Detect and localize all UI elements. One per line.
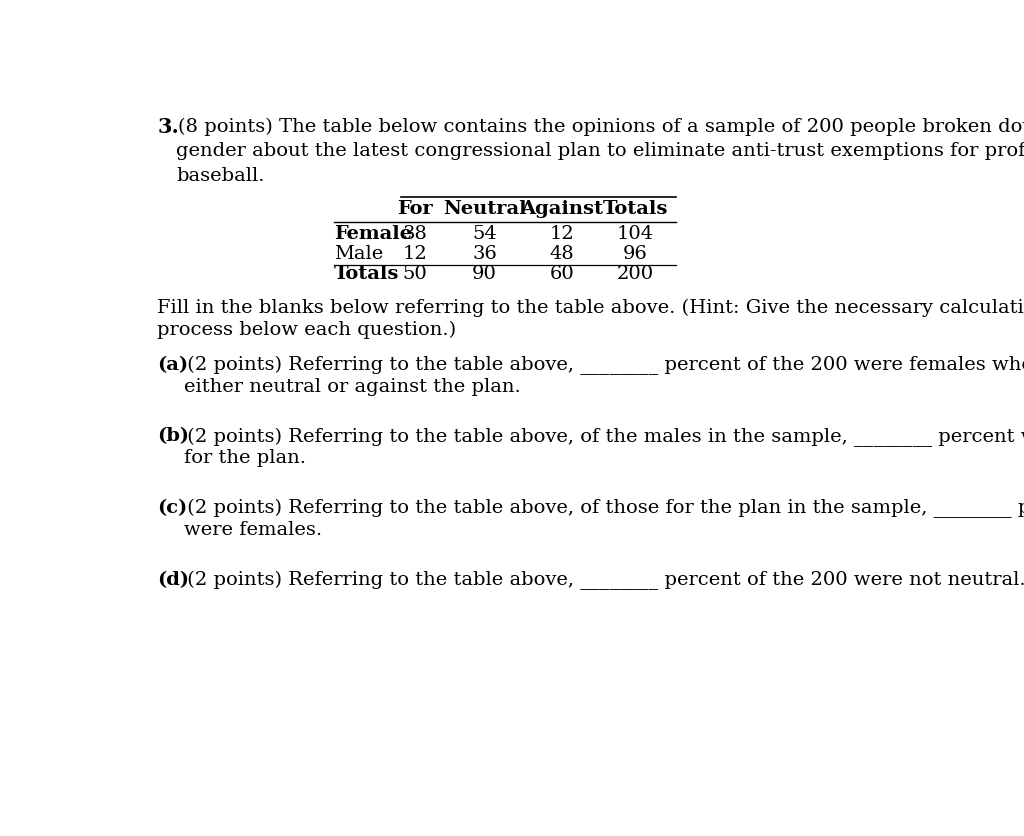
Text: baseball.: baseball.: [176, 166, 264, 185]
Text: (c): (c): [158, 499, 187, 517]
Text: 38: 38: [402, 225, 427, 243]
Text: 90: 90: [472, 265, 497, 283]
Text: Neutral: Neutral: [442, 201, 526, 218]
Text: Against: Against: [520, 201, 603, 218]
Text: Totals: Totals: [334, 265, 399, 283]
Text: 36: 36: [472, 245, 497, 263]
Text: (a): (a): [158, 356, 188, 374]
Text: 3.: 3.: [158, 117, 179, 137]
Text: either neutral or against the plan.: either neutral or against the plan.: [183, 378, 520, 395]
Text: (2 points) Referring to the table above, of the males in the sample, ________ pe: (2 points) Referring to the table above,…: [180, 427, 1024, 446]
Text: 48: 48: [550, 245, 574, 263]
Text: 60: 60: [550, 265, 574, 283]
Text: 50: 50: [402, 265, 427, 283]
Text: For: For: [397, 201, 432, 218]
Text: 54: 54: [472, 225, 497, 243]
Text: for the plan.: for the plan.: [183, 449, 306, 467]
Text: 96: 96: [624, 245, 648, 263]
Text: (2 points) Referring to the table above, ________ percent of the 200 were not ne: (2 points) Referring to the table above,…: [180, 571, 1024, 590]
Text: 12: 12: [402, 245, 427, 263]
Text: 200: 200: [617, 265, 654, 283]
Text: process below each question.): process below each question.): [158, 320, 457, 339]
Text: (8 points) The table below contains the opinions of a sample of 200 people broke: (8 points) The table below contains the …: [177, 117, 1024, 135]
Text: (2 points) Referring to the table above, ________ percent of the 200 were female: (2 points) Referring to the table above,…: [180, 356, 1024, 375]
Text: (2 points) Referring to the table above, of those for the plan in the sample, __: (2 points) Referring to the table above,…: [180, 499, 1024, 518]
Text: Fill in the blanks below referring to the table above. (Hint: Give the necessary: Fill in the blanks below referring to th…: [158, 299, 1024, 317]
Text: 12: 12: [550, 225, 574, 243]
Text: Male: Male: [334, 245, 383, 263]
Text: (b): (b): [158, 427, 189, 446]
Text: were females.: were females.: [183, 521, 322, 538]
Text: gender about the latest congressional plan to eliminate anti-trust exemptions fo: gender about the latest congressional pl…: [176, 142, 1024, 160]
Text: Totals: Totals: [603, 201, 669, 218]
Text: (d): (d): [158, 571, 189, 589]
Text: 104: 104: [617, 225, 654, 243]
Text: Female: Female: [334, 225, 412, 243]
